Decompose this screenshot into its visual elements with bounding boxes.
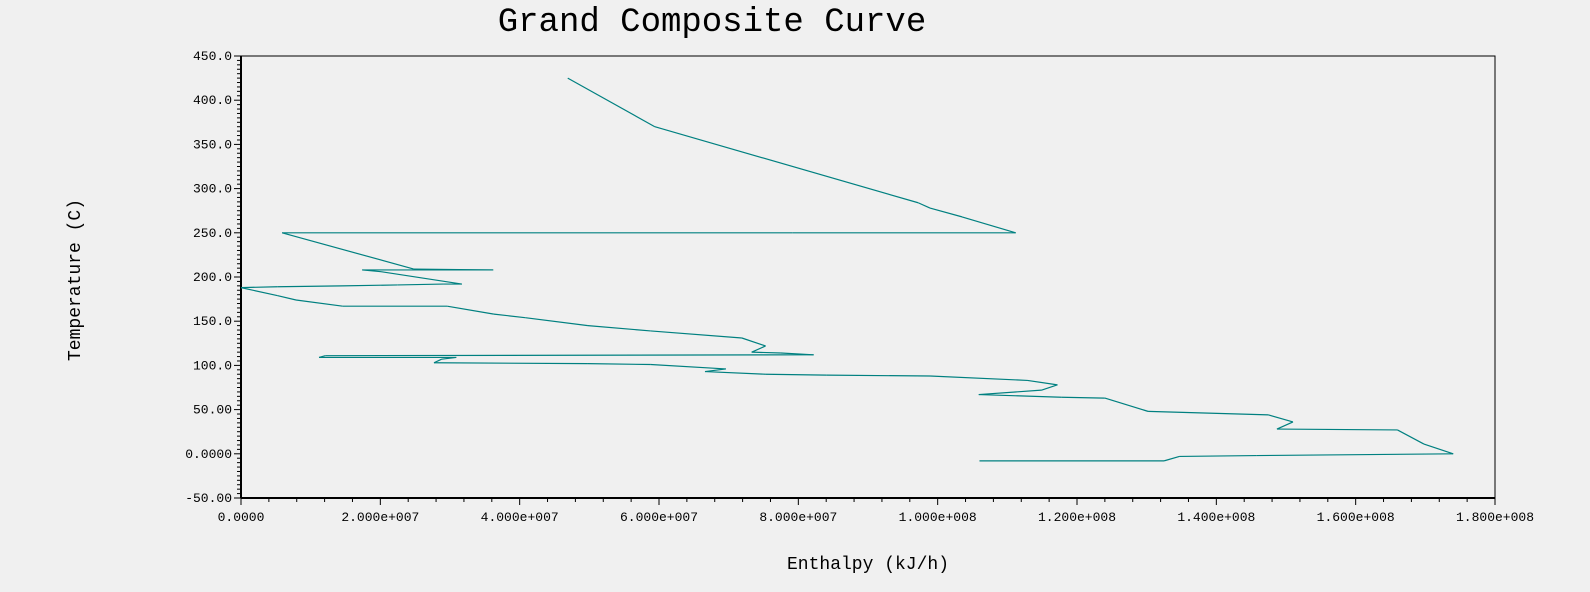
curve-segment <box>1256 453 1454 457</box>
x-tick-label: 1.800e+008 <box>1456 510 1534 525</box>
curve-segment <box>281 232 414 270</box>
curve-segment <box>1268 414 1294 423</box>
curve-segment <box>978 393 1062 398</box>
curve-segment <box>826 374 931 377</box>
curve-segment <box>1148 410 1269 416</box>
x-tick-label: 4.000e+007 <box>481 510 559 525</box>
curve-segment <box>447 305 494 315</box>
curve-segment <box>741 337 766 347</box>
y-ticks: 450.0 400.0 350.0 300.0 250.0 200.0 150.0 100.0… <box>185 49 241 506</box>
curve-segment <box>587 363 651 366</box>
x-tick-label: 1.400e+008 <box>1177 510 1255 525</box>
curve-segment <box>1041 384 1058 391</box>
curve-segment <box>1276 421 1294 430</box>
y-tick-label: 50.00 <box>193 403 232 418</box>
y-tick-label: 150.0 <box>193 314 232 329</box>
curve-segment <box>650 330 742 339</box>
curve-segment <box>1423 443 1454 455</box>
curve-segment <box>342 284 398 287</box>
y-tick-label: 0.0000 <box>185 447 232 462</box>
curve-segment <box>1061 396 1105 399</box>
curve-segment <box>1027 379 1058 386</box>
y-tick-label: 250.0 <box>193 226 232 241</box>
curve-segment <box>295 299 343 307</box>
curve-segment <box>978 389 1042 396</box>
curve-segment <box>751 345 766 353</box>
curve-segment <box>929 375 1028 382</box>
y-axis-label: Temperature (C) <box>66 199 86 361</box>
x-tick-label: 1.600e+008 <box>1317 510 1395 525</box>
curve-segment <box>704 370 766 375</box>
y-tick-label: 100.0 <box>193 358 232 373</box>
y-tick-label: -50.00 <box>185 491 232 506</box>
curve-segment <box>277 294 297 301</box>
curve-segment <box>277 285 343 288</box>
x-ticks: 0.0000 2.000e+007 4.000e+007 6.000e+007 8.00… <box>218 498 1534 525</box>
curve-segment <box>1163 455 1180 462</box>
curve-segment <box>650 363 726 370</box>
curve-segment <box>380 271 462 285</box>
y-tick-label: 450.0 <box>193 49 232 64</box>
x-axis-label: Enthalpy (kJ/h) <box>787 555 949 575</box>
series-group <box>240 77 1454 462</box>
curve-segment <box>493 313 526 319</box>
curve-segment <box>240 286 278 289</box>
curve-segment <box>1179 454 1257 458</box>
curve-segment <box>433 362 588 365</box>
x-tick-label: 1.200e+008 <box>1038 510 1116 525</box>
plot-frame <box>240 55 1496 499</box>
curve-segment <box>917 202 931 209</box>
chart-title: Grand Composite Curve <box>498 4 926 42</box>
curve-segment <box>654 126 919 204</box>
curve-segment <box>751 351 781 354</box>
curve-segment <box>567 77 656 128</box>
curve-segment <box>325 354 814 357</box>
y-tick-label: 350.0 <box>193 137 232 152</box>
x-tick-label: 1.000e+008 <box>899 510 977 525</box>
y-tick-label: 200.0 <box>193 270 232 285</box>
curve-segment <box>587 325 651 332</box>
curve-segment <box>362 269 382 273</box>
curve-segment <box>1397 429 1425 445</box>
curve-segment <box>929 207 963 218</box>
y-tick-label: 400.0 <box>193 93 232 108</box>
curve-segment <box>1104 397 1149 412</box>
y-tick-label: 300.0 <box>193 182 232 197</box>
curve-segment <box>441 356 457 360</box>
curve-segment <box>1276 428 1398 431</box>
curve-segment <box>240 287 278 297</box>
curve-segment <box>397 283 444 286</box>
x-tick-label: 2.000e+007 <box>341 510 419 525</box>
curve-segment <box>525 317 589 327</box>
x-tick-label: 6.000e+007 <box>620 510 698 525</box>
curve-segment <box>961 216 1016 234</box>
x-tick-label: 0.0000 <box>218 510 265 525</box>
curve-segment <box>765 373 827 376</box>
x-tick-label: 8.000e+007 <box>759 510 837 525</box>
